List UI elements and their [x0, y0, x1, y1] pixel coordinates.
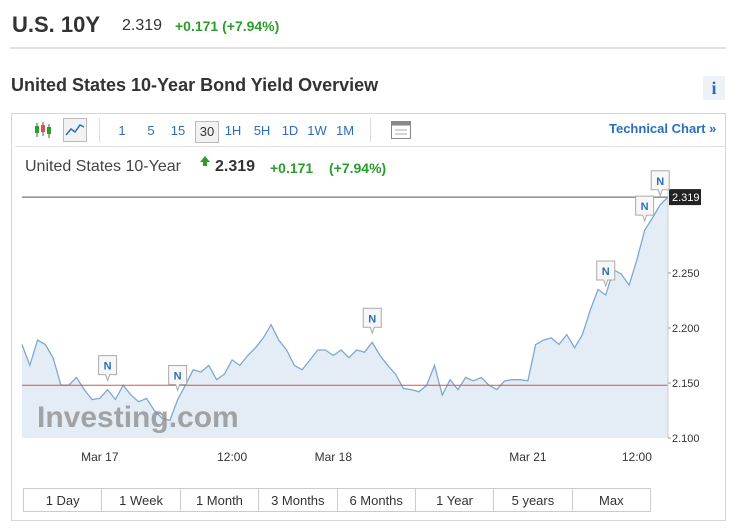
- range-button[interactable]: 1 Day: [23, 488, 103, 512]
- x-tick-label: 12:00: [622, 450, 652, 464]
- divider: [15, 146, 726, 147]
- section-title: United States 10-Year Bond Yield Overvie…: [11, 75, 379, 95]
- line: [21, 196, 669, 422]
- event-label: N: [602, 266, 610, 278]
- y-tick-label: 2.150: [672, 378, 700, 390]
- interval-button[interactable]: 15: [170, 123, 186, 138]
- info-icon[interactable]: i: [703, 76, 725, 100]
- event-marker: [98, 355, 118, 383]
- price: 2.319: [122, 17, 163, 34]
- calendar-icon[interactable]: [390, 120, 412, 140]
- chart-title: United States 10-Year: [25, 158, 181, 175]
- event-label: N: [656, 176, 664, 188]
- x-tick-label: Mar 18: [315, 450, 353, 464]
- symbol: U.S. 10Y: [12, 12, 101, 37]
- x-tick-label: 12:00: [217, 450, 247, 464]
- area: [22, 197, 668, 438]
- line-chart-icon[interactable]: [63, 118, 87, 142]
- chart-change: +0.171: [270, 160, 314, 176]
- range-button[interactable]: 1 Week: [101, 488, 181, 512]
- interval-button[interactable]: 1D: [281, 123, 299, 138]
- interval-button[interactable]: 1M: [335, 123, 355, 138]
- interval-button[interactable]: 1: [118, 123, 126, 138]
- range-button[interactable]: Max: [571, 488, 651, 512]
- up-arrow: [200, 156, 210, 166]
- range-button[interactable]: 3 Months: [258, 488, 338, 512]
- event-marker: [650, 170, 670, 198]
- technical-chart-link[interactable]: Technical Chart »: [609, 121, 717, 136]
- range-button[interactable]: 1 Year: [414, 488, 495, 512]
- event-marker: [362, 307, 382, 335]
- event-marker: [635, 195, 655, 223]
- chart: Investing.com 2.100 2.150 2.200 2.250 2.319 Ma…: [21, 170, 701, 464]
- event-label: N: [368, 313, 376, 325]
- interval-button[interactable]: 1W: [307, 123, 327, 138]
- x-tick-label: Mar 17: [81, 450, 119, 464]
- candlestick-icon[interactable]: [33, 120, 53, 140]
- current-value-box: [669, 189, 701, 206]
- divider: [370, 118, 371, 142]
- interval-button[interactable]: 30: [195, 121, 219, 143]
- current-value-label: 2.319: [672, 192, 700, 204]
- event-label: N: [641, 201, 649, 213]
- range-button[interactable]: 5 years: [493, 488, 573, 512]
- watermark: Investing.com: [37, 401, 239, 434]
- chart-last: 2.319: [215, 158, 256, 175]
- separator: [10, 47, 726, 49]
- interval-button[interactable]: 5H: [253, 123, 271, 138]
- event-label: N: [174, 371, 182, 383]
- range-button[interactable]: 1 Month: [179, 488, 260, 512]
- event-label: N: [104, 361, 112, 373]
- event-marker: [596, 260, 616, 288]
- interval-button[interactable]: 5: [147, 123, 155, 138]
- x-tick-label: Mar 21: [509, 450, 547, 464]
- chart-box: [11, 113, 726, 521]
- y-tick-label: 2.100: [672, 433, 700, 445]
- interval-button[interactable]: 1H: [224, 123, 242, 138]
- range-button[interactable]: 6 Months: [336, 488, 416, 512]
- chart-change-pct: (+7.94%): [329, 160, 387, 176]
- y-tick-label: 2.250: [672, 268, 700, 280]
- event-marker: [168, 365, 188, 393]
- change: +0.171 (+7.94%): [175, 18, 280, 34]
- y-tick-label: 2.200: [672, 323, 700, 335]
- divider: [99, 118, 100, 142]
